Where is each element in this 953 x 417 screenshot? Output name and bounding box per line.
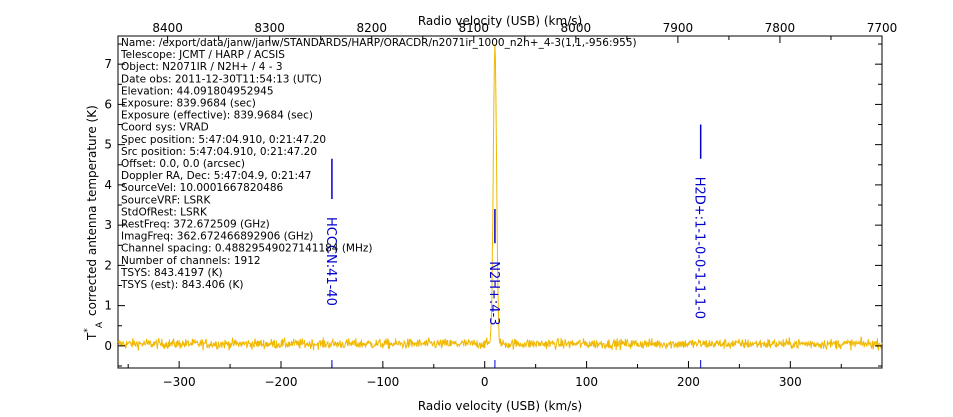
- bottom-x-tick-label: 300: [779, 375, 802, 389]
- metadata-line: TSYS (est): 843.406 (K): [120, 279, 243, 291]
- line-marker-label: N2H+:4-3: [486, 261, 501, 325]
- line-marker-label: H2D+:1-1-0-0-1-1-1-0: [692, 177, 707, 319]
- metadata-line: Elevation: 44.091804952945: [121, 85, 274, 97]
- metadata-line: StdOfRest: LSRK: [121, 206, 208, 218]
- line-marker-label: HCCCN:41-40: [323, 217, 338, 306]
- top-x-tick-label: 8000: [561, 21, 592, 35]
- top-x-tick-label: 8300: [254, 21, 285, 35]
- y-tick-label: 4: [104, 178, 112, 192]
- axes-layer: −300 −200 −100 0 100 200 300 8400 8300 8200 8100 80…: [104, 21, 897, 389]
- metadata-line: Src position: 5:47:04.910, 0:21:47.20: [121, 146, 317, 158]
- metadata-line: Coord sys: VRAD: [121, 122, 209, 134]
- top-x-tick-label: 7700: [867, 21, 898, 35]
- y-tick-label: 7: [104, 57, 112, 71]
- line-marker-layer: HCCCN:41-40 N2H+:4-3 H2D+:1-1-0-0-1-1-1-0: [323, 124, 707, 368]
- y-tick-label: 6: [104, 97, 112, 111]
- metadata-line: Exposure (effective): 839.9684 (sec): [121, 110, 313, 122]
- metadata-line: Number of channels: 1912: [121, 255, 261, 267]
- y-axis-label-sup: *: [83, 328, 93, 333]
- bottom-x-tick-label: −100: [366, 375, 399, 389]
- series-layer: [117, 43, 883, 351]
- metadata-line: Telescope: JCMT / HARP / ACSIS: [120, 49, 285, 61]
- metadata-text-block: Name: /export/data/janw/janw/STANDARDS/H…: [120, 37, 637, 291]
- metadata-line: Object: N2071IR / N2H+ / 4 - 3: [121, 61, 283, 73]
- y-tick-label: 0: [104, 339, 112, 353]
- metadata-line: Spec position: 5:47:04.910, 0:21:47.20: [121, 134, 326, 146]
- metadata-line: Channel spacing: 0.48829549027141184 (MH…: [121, 243, 372, 255]
- metadata-line: ImagFreq: 362.672466892906 (GHz): [121, 231, 313, 243]
- bottom-x-axis-label: Radio velocity (USB) (km/s): [418, 399, 582, 413]
- top-x-tick-label: 8400: [152, 21, 183, 35]
- y-tick-label: 5: [104, 138, 112, 152]
- metadata-line: Date obs: 2011-12-30T11:54:13 (UTC): [121, 73, 322, 85]
- svg-text:T*Acorrected antenna temperatu: T*Acorrected antenna temperature (K): [83, 105, 105, 341]
- y-tick-label: 3: [104, 218, 112, 232]
- plot-frame: [117, 35, 883, 369]
- bottom-x-tick-label: 100: [575, 375, 598, 389]
- y-tick-label: 2: [104, 258, 112, 272]
- metadata-line: RestFreq: 372.672509 (GHz): [121, 219, 270, 231]
- metadata-line: Offset: 0.0, 0.0 (arcsec): [121, 158, 245, 170]
- y-axis-label-text: corrected antenna temperature (K): [85, 105, 99, 316]
- top-x-axis-label: Radio velocity (USB) (km/s): [418, 14, 582, 28]
- metadata-line: SourceVRF: LSRK: [121, 194, 211, 206]
- y-axis-label-prefix: T: [85, 332, 99, 341]
- top-x-tick-label: 8100: [458, 21, 489, 35]
- bottom-x-tick-label: −200: [265, 375, 298, 389]
- metadata-line: SourceVel: 10.0001667820486: [121, 182, 284, 194]
- bottom-x-tick-label: 200: [677, 375, 700, 389]
- metadata-line: Doppler RA, Dec: 5:47:04.9, 0:21:47: [121, 170, 311, 182]
- top-x-tick-label: 7900: [663, 21, 694, 35]
- top-x-tick-label: 7800: [765, 21, 796, 35]
- bottom-x-tick-label: −300: [163, 375, 196, 389]
- metadata-line: Exposure: 839.9684 (sec): [121, 98, 256, 110]
- spectrum-series-line: [117, 43, 883, 351]
- metadata-line: Name: /export/data/janw/janw/STANDARDS/H…: [121, 37, 637, 49]
- metadata-line: TSYS: 843.4197 (K): [120, 267, 223, 279]
- y-axis-label: T*Acorrected antenna temperature (K): [83, 105, 105, 341]
- bottom-x-tick-label: 0: [481, 375, 489, 389]
- y-axis-label-sub: A: [95, 321, 105, 328]
- y-tick-label: 1: [104, 299, 112, 313]
- top-x-tick-label: 8200: [356, 21, 387, 35]
